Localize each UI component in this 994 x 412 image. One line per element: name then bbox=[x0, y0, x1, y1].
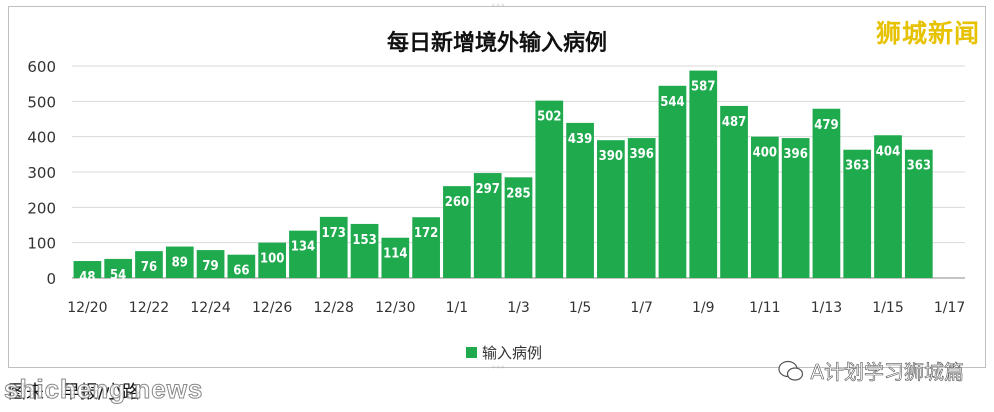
bar bbox=[658, 85, 687, 278]
wechat-icon bbox=[778, 360, 804, 381]
data-label: 134 bbox=[291, 240, 315, 255]
data-label: 172 bbox=[414, 226, 438, 241]
y-tick-label: 100 bbox=[27, 235, 56, 253]
data-label: 400 bbox=[753, 146, 777, 161]
bar bbox=[473, 173, 502, 278]
bar bbox=[535, 100, 564, 278]
x-tick-label: 12/24 bbox=[190, 300, 230, 316]
data-label: 66 bbox=[233, 264, 249, 279]
bar-series bbox=[73, 70, 933, 279]
bar bbox=[781, 138, 810, 278]
data-label: 76 bbox=[141, 260, 157, 275]
bar bbox=[566, 122, 594, 279]
y-tick-label: 600 bbox=[27, 58, 56, 76]
x-tick-label: 1/5 bbox=[569, 300, 592, 316]
bar bbox=[504, 177, 533, 278]
data-label: 285 bbox=[506, 186, 530, 201]
x-tick-label: 12/26 bbox=[252, 300, 292, 316]
x-axis-ticks: 12/20 12/22 12/24 12/26 12/28 12/30 1/1 1/3 1/5 1… bbox=[67, 300, 965, 316]
data-label: 173 bbox=[322, 226, 346, 241]
data-label: 487 bbox=[722, 115, 746, 130]
bar bbox=[843, 149, 872, 278]
data-label: 544 bbox=[660, 95, 684, 110]
data-label: 54 bbox=[110, 268, 126, 283]
watermark-logo: 狮城新闻 bbox=[875, 19, 980, 48]
bar bbox=[73, 261, 102, 278]
bar bbox=[135, 251, 163, 278]
wechat-badge: A计划学习狮城篇 bbox=[778, 356, 964, 385]
data-label: 396 bbox=[783, 147, 807, 162]
bar bbox=[874, 135, 902, 278]
bar bbox=[904, 149, 933, 278]
data-label: 114 bbox=[383, 247, 407, 262]
data-label: 297 bbox=[475, 182, 499, 197]
x-tick-label: 12/28 bbox=[314, 300, 354, 316]
y-tick-label: 0 bbox=[46, 270, 56, 288]
data-label: 396 bbox=[629, 147, 653, 162]
bar bbox=[597, 140, 625, 278]
data-label: 363 bbox=[845, 159, 869, 174]
bar bbox=[196, 250, 225, 278]
y-tick-label: 200 bbox=[27, 199, 56, 217]
x-tick-label: 1/13 bbox=[811, 300, 842, 316]
data-label: 260 bbox=[445, 195, 469, 210]
data-label: 390 bbox=[599, 149, 623, 164]
bar bbox=[750, 136, 779, 278]
data-label: 100 bbox=[260, 252, 284, 267]
data-label: 587 bbox=[691, 80, 715, 95]
x-tick-label: 12/30 bbox=[375, 300, 415, 316]
legend: 输入病例 bbox=[466, 344, 542, 362]
bar bbox=[627, 138, 656, 278]
bar bbox=[227, 254, 256, 278]
bar bbox=[381, 237, 410, 278]
bar bbox=[720, 105, 748, 278]
x-tick-label: 1/15 bbox=[872, 300, 903, 316]
resize-handle-top[interactable]: ◦◦◦ bbox=[491, 1, 506, 10]
x-tick-label: 12/20 bbox=[67, 300, 107, 316]
data-label: 439 bbox=[568, 132, 592, 147]
x-tick-label: 1/1 bbox=[446, 300, 469, 316]
legend-label: 输入病例 bbox=[482, 344, 542, 362]
data-label: 89 bbox=[172, 256, 188, 271]
bar bbox=[412, 217, 440, 278]
x-tick-label: 1/7 bbox=[630, 300, 653, 316]
bar bbox=[319, 216, 348, 278]
x-tick-label: 12/22 bbox=[129, 300, 169, 316]
bar bbox=[812, 108, 841, 279]
site-watermark: shicheng.news bbox=[3, 374, 204, 405]
y-tick-label: 300 bbox=[27, 164, 56, 182]
bar bbox=[258, 242, 287, 278]
wechat-badge-label: A计划学习狮城篇 bbox=[810, 360, 964, 385]
x-tick-label: 1/11 bbox=[749, 300, 780, 316]
resize-handle-bottom[interactable]: ◦◦◦ bbox=[491, 363, 506, 372]
bar bbox=[165, 246, 194, 278]
image-credit: 图来：早报/小路 bbox=[8, 382, 141, 403]
data-label: 479 bbox=[814, 118, 838, 133]
x-tick-label: 1/17 bbox=[934, 300, 965, 316]
y-axis-ticks: 0 100 200 300 400 500 600 bbox=[27, 58, 56, 288]
data-label: 79 bbox=[202, 259, 218, 274]
bar bbox=[443, 186, 471, 278]
bar bbox=[289, 230, 317, 278]
chart-title: 每日新增境外输入病例 bbox=[387, 30, 607, 56]
data-label: 153 bbox=[352, 233, 376, 248]
y-tick-label: 500 bbox=[27, 93, 56, 111]
y-tick-label: 400 bbox=[27, 129, 56, 147]
data-labels: 48 54 76 89 79 66 100 134 173 153 114 172 260 297 285 5… bbox=[79, 80, 931, 285]
data-label: 404 bbox=[876, 144, 900, 159]
bar bbox=[104, 258, 133, 278]
bar bbox=[689, 70, 718, 279]
bar bbox=[350, 223, 379, 278]
data-label: 48 bbox=[79, 270, 95, 285]
x-tick-label: 1/3 bbox=[507, 300, 530, 316]
legend-swatch bbox=[466, 347, 477, 358]
data-label: 363 bbox=[907, 159, 931, 174]
data-label: 502 bbox=[537, 110, 561, 125]
x-tick-label: 1/9 bbox=[692, 300, 715, 316]
